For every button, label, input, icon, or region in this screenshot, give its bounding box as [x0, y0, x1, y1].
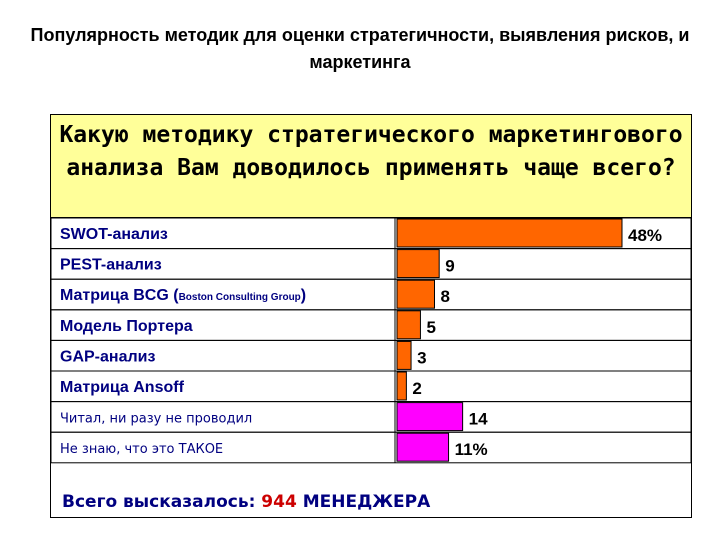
bar — [396, 310, 421, 340]
category-label: Не знаю, что это ТАКОЕ — [60, 442, 223, 457]
survey-question: Какую методику стратегического маркетинг… — [51, 115, 691, 218]
respondents-prefix: Всего высказалось: — [62, 492, 256, 512]
bar — [396, 340, 412, 370]
bar — [396, 432, 450, 462]
category-label: Матрица Ansoff — [60, 379, 185, 396]
bar — [396, 218, 623, 248]
respondents-suffix: МЕНЕДЖЕРА — [302, 492, 431, 512]
category-label: SWOT-анализ — [60, 226, 168, 243]
value-label: 9 — [445, 257, 454, 276]
category-label: GAP-анализ — [60, 348, 155, 365]
value-label: 8 — [441, 287, 450, 306]
value-label: 2 — [412, 379, 421, 398]
chart-panel: Какую методику стратегического маркетинг… — [50, 114, 692, 518]
respondents-total: Всего высказалось: 944 МЕНЕДЖЕРА — [62, 492, 430, 512]
bar — [396, 249, 440, 279]
chart-title: Популярность методик для оценки стратеги… — [30, 25, 690, 72]
respondents-count: 944 — [261, 492, 297, 512]
category-label: PEST-анализ — [60, 257, 162, 274]
row-frame — [50, 431, 692, 464]
bar — [396, 371, 407, 401]
value-label: 48% — [628, 226, 662, 245]
bar — [396, 279, 435, 309]
value-label: 5 — [426, 318, 435, 337]
category-label: Читал, ни разу не проводил — [60, 412, 252, 427]
value-label: 14 — [469, 410, 488, 429]
category-label: Модель Портера — [60, 318, 193, 335]
bar — [396, 402, 464, 432]
category-label: Матрица BCG (Boston Consulting Group) — [60, 287, 306, 304]
value-label: 11% — [455, 440, 488, 459]
value-label: 3 — [417, 348, 426, 367]
